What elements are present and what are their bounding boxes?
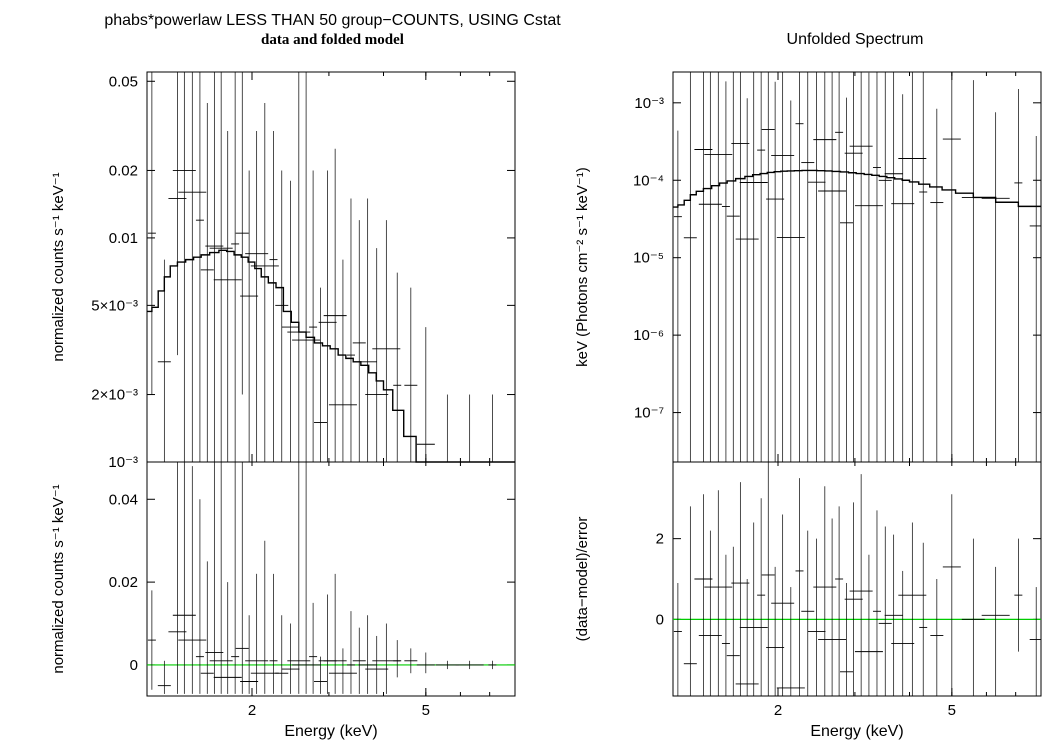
plot-frame — [146, 461, 516, 697]
right-title: Unfolded Spectrum — [786, 31, 924, 48]
plot-frame — [146, 71, 516, 463]
y-tick-label: 10⁻⁶ — [633, 327, 664, 344]
y-tick-label: 0.01 — [109, 230, 138, 247]
y-tick-label: 0.05 — [109, 73, 138, 90]
model-curve — [147, 249, 515, 463]
y-tick-label: 0.02 — [109, 574, 138, 591]
x-tick-label: 5 — [948, 702, 956, 719]
y-tick-label: 10⁻³ — [634, 95, 664, 112]
y-tick-label: 10⁻⁴ — [633, 172, 664, 189]
y-axis-label: (data−model)/error — [574, 517, 591, 642]
y-axis-label: keV (Photons cm⁻² s⁻¹ keV⁻¹) — [574, 167, 591, 367]
y-tick-label: 0.02 — [109, 162, 138, 179]
y-tick-label: 10⁻⁷ — [634, 405, 664, 422]
x-axis-label: Energy (keV) — [284, 723, 377, 740]
y-tick-label: 0.04 — [109, 491, 138, 508]
panel-right_bottom: 2 0 2 5 (data−model)/error Energy (keV) — [574, 461, 1042, 740]
y-axis-label: normalized counts s⁻¹ keV⁻¹ — [50, 484, 67, 673]
x-axis-label: Energy (keV) — [810, 723, 903, 740]
plot-frame — [672, 461, 1042, 697]
x-tick-label: 2 — [248, 702, 256, 719]
y-tick-label: 5×10⁻³ — [91, 297, 138, 314]
y-tick-label: 10⁻⁵ — [633, 250, 664, 267]
panel-left_bottom: 0.04 0.02 0 2 5 normalized counts s⁻¹ keV⁻¹ En… — [50, 461, 516, 740]
left-subtitle: data and folded model — [261, 32, 404, 48]
x-tick-label: 2 — [774, 702, 782, 719]
model-curve — [673, 169, 1041, 208]
plot-frame — [672, 71, 1042, 463]
y-axis-label: normalized counts s⁻¹ keV⁻¹ — [50, 172, 67, 361]
y-tick-label: 2×10⁻³ — [91, 387, 138, 404]
panel-right_top: 10⁻³ 10⁻⁴ 10⁻⁵ 10⁻⁶ 10⁻⁷ keV (Photons cm⁻² s⁻… — [574, 71, 1042, 463]
x-tick-label: 5 — [422, 702, 430, 719]
y-tick-label: 0 — [130, 657, 138, 674]
y-tick-label: 0 — [656, 611, 664, 628]
y-tick-label: 2 — [656, 531, 664, 548]
y-tick-label: 10⁻³ — [108, 454, 138, 471]
panel-left_top: 0.05 0.02 0.01 5×10⁻³ 2×10⁻³ 10⁻³ normalized c… — [50, 71, 516, 471]
left-title: phabs*powerlaw LESS THAN 50 group−COUNTS… — [104, 12, 561, 29]
